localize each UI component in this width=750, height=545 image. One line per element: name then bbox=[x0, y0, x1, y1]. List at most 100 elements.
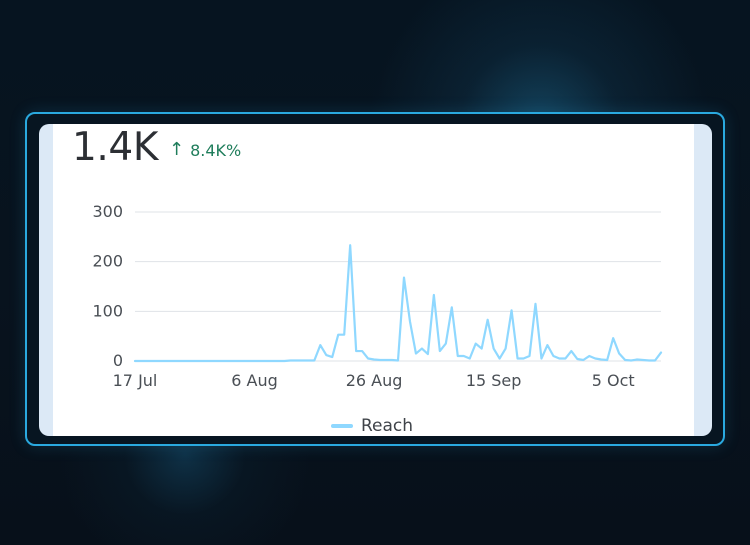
reach-point-55 bbox=[463, 355, 465, 357]
reach-point-76 bbox=[588, 355, 590, 357]
reach-point-43 bbox=[391, 359, 393, 361]
x-tick-label-4: 5 Oct bbox=[592, 371, 635, 390]
reach-point-13 bbox=[212, 360, 214, 362]
reach-point-30 bbox=[313, 359, 315, 361]
reach-point-47 bbox=[415, 352, 417, 354]
reach-point-29 bbox=[307, 359, 309, 361]
reach-point-74 bbox=[576, 358, 578, 360]
reach-point-49 bbox=[427, 353, 429, 355]
arrow-up-icon: ↑ bbox=[169, 139, 185, 160]
reach-point-37 bbox=[355, 350, 357, 352]
reach-point-32 bbox=[325, 354, 327, 356]
reach-point-68 bbox=[540, 357, 542, 359]
reach-point-4 bbox=[158, 360, 160, 362]
reach-point-50 bbox=[433, 294, 435, 296]
reach-point-48 bbox=[421, 347, 423, 349]
reach-point-40 bbox=[373, 358, 375, 360]
legend-series-swatch bbox=[331, 424, 353, 428]
reach-point-10 bbox=[194, 360, 196, 362]
y-tick-label-3: 300 bbox=[92, 202, 123, 221]
reach-point-46 bbox=[409, 320, 411, 322]
reach-point-2 bbox=[146, 360, 148, 362]
summary-value: 1.4K bbox=[72, 125, 158, 170]
chart-card: 1.4K ↑ 8.4K% 0 100 200 300 17 Jul 6 Aug 26 Aug… bbox=[39, 124, 712, 436]
reach-point-20 bbox=[253, 360, 255, 362]
reach-point-62 bbox=[504, 347, 506, 349]
reach-point-14 bbox=[217, 360, 219, 362]
reach-point-60 bbox=[492, 347, 494, 349]
chart-legend: Reach bbox=[331, 416, 413, 436]
reach-point-85 bbox=[642, 359, 644, 361]
reach-point-77 bbox=[594, 357, 596, 359]
reach-point-19 bbox=[247, 360, 249, 362]
reach-point-58 bbox=[480, 347, 482, 349]
reach-point-9 bbox=[188, 360, 190, 362]
reach-point-61 bbox=[498, 357, 500, 359]
reach-point-79 bbox=[606, 359, 608, 361]
reach-point-18 bbox=[241, 360, 243, 362]
reach-point-51 bbox=[439, 350, 441, 352]
reach-point-5 bbox=[164, 360, 166, 362]
reach-point-39 bbox=[367, 357, 369, 359]
x-tick-label-1: 6 Aug bbox=[231, 371, 278, 390]
reach-point-1 bbox=[140, 360, 142, 362]
reach-point-24 bbox=[277, 360, 279, 362]
reach-point-71 bbox=[558, 357, 560, 359]
x-tick-label-2: 26 Aug bbox=[346, 371, 403, 390]
reach-point-12 bbox=[206, 360, 208, 362]
reach-point-56 bbox=[469, 357, 471, 359]
reach-point-75 bbox=[582, 359, 584, 361]
reach-point-78 bbox=[600, 358, 602, 360]
reach-point-72 bbox=[564, 357, 566, 359]
reach-point-23 bbox=[271, 360, 273, 362]
reach-point-69 bbox=[546, 344, 548, 346]
reach-point-28 bbox=[301, 359, 303, 361]
reach-point-52 bbox=[445, 342, 447, 344]
reach-point-83 bbox=[630, 359, 632, 361]
reach-point-35 bbox=[343, 333, 345, 335]
reach-point-53 bbox=[451, 306, 453, 308]
reach-point-21 bbox=[259, 360, 261, 362]
reach-point-22 bbox=[265, 360, 267, 362]
reach-point-70 bbox=[552, 355, 554, 357]
reach-point-17 bbox=[235, 360, 237, 362]
reach-point-73 bbox=[570, 350, 572, 352]
reach-point-65 bbox=[522, 357, 524, 359]
reach-point-41 bbox=[379, 359, 381, 361]
reach-series-line bbox=[133, 244, 663, 363]
reach-point-67 bbox=[534, 303, 536, 305]
reach-point-8 bbox=[182, 360, 184, 362]
reach-point-3 bbox=[152, 360, 154, 362]
reach-point-36 bbox=[349, 244, 351, 246]
reach-point-57 bbox=[475, 342, 477, 344]
reach-point-64 bbox=[516, 357, 518, 359]
reach-point-42 bbox=[385, 359, 387, 361]
reach-point-31 bbox=[319, 344, 321, 346]
reach-point-82 bbox=[624, 359, 626, 361]
reach-point-6 bbox=[170, 360, 172, 362]
reach-point-54 bbox=[457, 355, 459, 357]
reach-point-87 bbox=[654, 359, 656, 361]
reach-line-chart: 0 100 200 300 17 Jul 6 Aug 26 Aug 15 Sep 5 Oct bbox=[92, 202, 663, 390]
legend-series-label: Reach bbox=[361, 416, 414, 436]
y-tick-label-2: 200 bbox=[92, 252, 123, 271]
reach-point-88 bbox=[660, 351, 662, 353]
reach-point-45 bbox=[403, 276, 405, 278]
reach-point-38 bbox=[361, 350, 363, 352]
reach-point-59 bbox=[486, 319, 488, 321]
reach-point-34 bbox=[337, 333, 339, 335]
summary-change: ↑ 8.4K% bbox=[169, 139, 241, 160]
reach-point-81 bbox=[618, 352, 620, 354]
reach-point-44 bbox=[397, 359, 399, 361]
reach-point-26 bbox=[289, 359, 291, 361]
x-tick-label-0: 17 Jul bbox=[113, 371, 158, 390]
reach-point-27 bbox=[295, 359, 297, 361]
reach-point-63 bbox=[510, 309, 512, 311]
reach-point-33 bbox=[331, 356, 333, 358]
reach-point-80 bbox=[612, 337, 614, 339]
y-tick-label-1: 100 bbox=[92, 301, 123, 320]
reach-point-86 bbox=[648, 359, 650, 361]
reach-point-11 bbox=[200, 360, 202, 362]
reach-point-15 bbox=[223, 360, 225, 362]
x-tick-label-3: 15 Sep bbox=[466, 371, 522, 390]
